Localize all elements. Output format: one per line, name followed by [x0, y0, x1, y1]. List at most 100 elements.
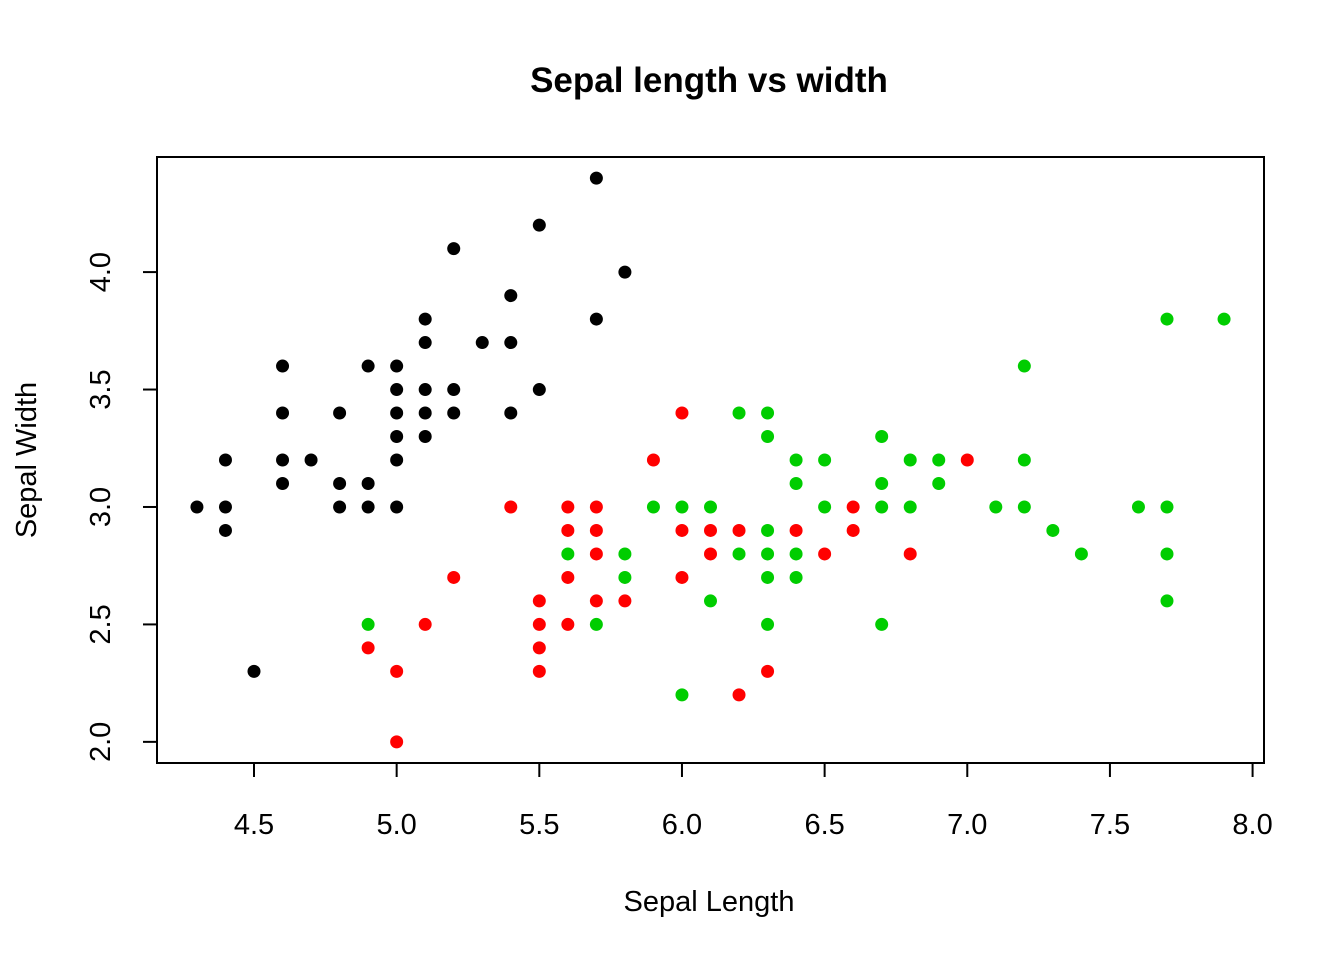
data-point — [589, 547, 603, 561]
data-point — [390, 359, 404, 373]
chart-title: Sepal length vs width — [530, 61, 888, 100]
data-point — [589, 171, 603, 185]
data-point — [390, 453, 404, 467]
plot-area-border — [156, 156, 1265, 764]
data-point — [589, 523, 603, 537]
data-point — [361, 641, 375, 655]
data-point — [504, 500, 518, 514]
data-point — [504, 289, 518, 303]
data-point — [1074, 547, 1088, 561]
data-point — [333, 500, 347, 514]
x-tick-label: 7.0 — [947, 809, 987, 841]
x-tick-label: 5.0 — [376, 809, 416, 841]
data-point — [390, 664, 404, 678]
data-point — [276, 359, 290, 373]
data-point — [390, 735, 404, 749]
data-points — [190, 171, 1231, 749]
data-point — [361, 617, 375, 631]
data-point — [818, 453, 832, 467]
data-point — [1046, 523, 1060, 537]
data-point — [418, 617, 432, 631]
data-point — [447, 242, 461, 256]
x-axis: 4.5 5.0 5.5 6.0 6.5 7.0 7.5 8.0 — [234, 762, 1273, 841]
data-point — [675, 406, 689, 420]
data-point — [618, 570, 632, 584]
data-point — [789, 523, 803, 537]
data-point — [875, 430, 889, 444]
data-point — [903, 453, 917, 467]
data-point — [218, 523, 232, 537]
y-axis: 2.0 2.5 3.0 3.5 4.0 — [85, 252, 158, 762]
data-point — [846, 523, 860, 537]
data-point — [675, 570, 689, 584]
data-point — [447, 406, 461, 420]
data-point — [361, 359, 375, 373]
data-point — [903, 500, 917, 514]
data-point — [361, 500, 375, 514]
data-point — [1160, 547, 1174, 561]
data-point — [532, 594, 546, 608]
data-point — [532, 617, 546, 631]
data-point — [418, 406, 432, 420]
x-tick-label: 5.5 — [519, 809, 559, 841]
data-point — [989, 500, 1003, 514]
data-point — [789, 570, 803, 584]
y-tick-label: 3.5 — [85, 369, 117, 409]
y-axis-label: Sepal Width — [11, 382, 43, 538]
data-point — [447, 570, 461, 584]
data-point — [218, 500, 232, 514]
y-tick-label: 2.0 — [85, 722, 117, 762]
data-point — [589, 500, 603, 514]
data-point — [1160, 500, 1174, 514]
data-point — [1160, 312, 1174, 326]
data-point — [1160, 594, 1174, 608]
data-point — [789, 453, 803, 467]
data-point — [589, 617, 603, 631]
data-point — [704, 523, 717, 537]
data-point — [247, 664, 261, 678]
data-point — [732, 547, 746, 561]
data-point — [1017, 359, 1031, 373]
data-point — [675, 500, 689, 514]
data-point — [704, 594, 717, 608]
data-point — [761, 406, 775, 420]
data-point — [418, 383, 432, 397]
data-point — [960, 453, 974, 467]
data-point — [390, 383, 404, 397]
x-tick-label: 7.5 — [1090, 809, 1130, 841]
data-point — [618, 265, 632, 279]
data-point — [333, 476, 347, 490]
data-point — [818, 547, 832, 561]
data-point — [732, 523, 746, 537]
data-point — [475, 336, 489, 350]
data-point — [704, 500, 717, 514]
data-point — [761, 547, 775, 561]
data-point — [903, 547, 917, 561]
data-point — [418, 430, 432, 444]
data-point — [875, 500, 889, 514]
data-point — [875, 617, 889, 631]
data-point — [618, 594, 632, 608]
data-point — [789, 476, 803, 490]
data-point — [761, 617, 775, 631]
data-point — [561, 523, 575, 537]
x-axis-label: Sepal Length — [624, 886, 795, 918]
x-tick-label: 6.5 — [804, 809, 844, 841]
data-point — [504, 336, 518, 350]
data-point — [418, 336, 432, 350]
data-point — [789, 547, 803, 561]
data-point — [532, 218, 546, 232]
data-point — [846, 500, 860, 514]
y-tick-label: 4.0 — [85, 252, 117, 292]
data-point — [532, 641, 546, 655]
data-point — [561, 500, 575, 514]
y-tick-label: 3.0 — [85, 487, 117, 527]
data-point — [732, 406, 746, 420]
data-point — [675, 688, 689, 702]
data-point — [190, 500, 204, 514]
data-point — [589, 594, 603, 608]
data-point — [704, 547, 717, 561]
data-point — [646, 500, 660, 514]
x-tick-label: 6.0 — [662, 809, 702, 841]
